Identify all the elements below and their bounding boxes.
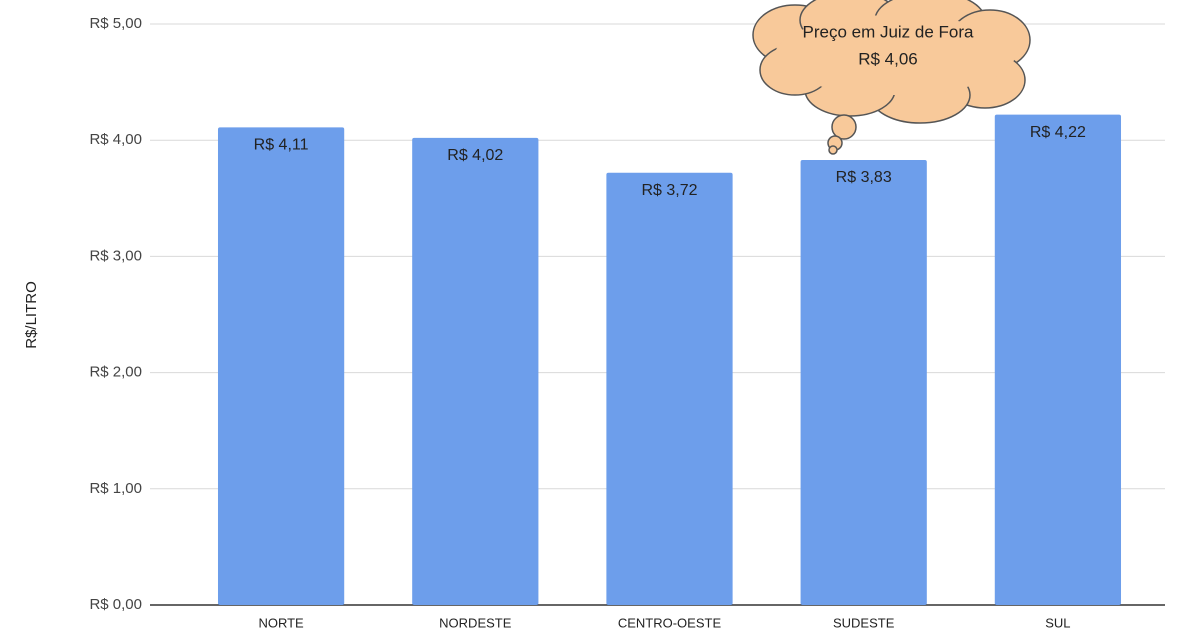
x-tick-label: NORDESTE (439, 615, 512, 630)
bar (217, 127, 345, 605)
bar (994, 114, 1122, 606)
annotation-line: Preço em Juiz de Fora (802, 22, 974, 41)
value-label: R$ 4,11 (254, 137, 309, 154)
value-label: R$ 3,72 (641, 182, 697, 199)
y-tick-label: R$ 0,00 (89, 596, 142, 613)
y-tick-label: R$ 3,00 (89, 247, 142, 264)
y-tick-label: R$ 4,00 (89, 131, 142, 148)
plot-area: R$ 0,00 R$ 1,00 R$ 2,00 R$ 3,00 R$ 4,00 R$ 5,… (89, 15, 1165, 630)
y-tick-label: R$ 2,00 (89, 364, 142, 381)
annotation-callout: Preço em Juiz de Fora R$ 4,06 (752, 0, 1031, 155)
bar (412, 137, 539, 605)
y-axis-label: R$/LITRO (23, 281, 40, 349)
x-tick-label: CENTRO-OESTE (618, 615, 722, 630)
x-tick-label: SUL (1045, 615, 1070, 630)
value-label: R$ 3,83 (836, 169, 892, 186)
annotation-line: R$ 4,06 (858, 49, 918, 68)
x-tick-label: SUDESTE (833, 615, 895, 630)
bar (800, 159, 927, 606)
x-tick-label: NORTE (258, 615, 304, 630)
bar (606, 172, 733, 605)
value-label: R$ 4,02 (447, 147, 503, 164)
y-tick-label: R$ 5,00 (89, 15, 142, 32)
y-tick-label: R$ 1,00 (89, 480, 142, 497)
value-label: R$ 4,22 (1030, 124, 1086, 141)
